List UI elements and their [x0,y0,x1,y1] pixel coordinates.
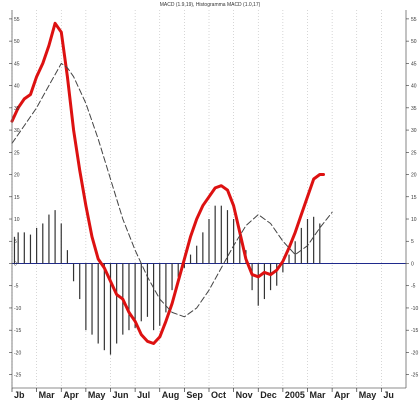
y-tick-label-right: 0 [411,261,414,267]
lines-layer [10,21,333,345]
macd-line [10,21,325,345]
y-tick-label-right: 25 [411,150,417,156]
y-tick-label-left: 20 [14,173,20,179]
y-tick-label-right: -25 [411,373,418,379]
x-tick-label: Jul [137,390,150,400]
x-tick-label: Aug [162,390,180,400]
y-tick-label-left: 50 [14,39,20,45]
y-tick-label-left: -25 [14,373,21,379]
axis-layer: Jb Mar Apr May Jun Jul Aug Sep Oct Nov Dec 2005 Mar A… [9,10,418,400]
x-tick-label: Mar [39,390,56,400]
y-tick-label-right: 55 [411,17,417,23]
signal-line [11,62,333,318]
y-tick-label-right: 10 [411,217,417,223]
x-tick-label: Sep [186,390,203,400]
y-tick-label-left: 30 [14,128,20,134]
y-tick-label-left: -10 [14,306,21,312]
y-tick-label-left: 55 [14,17,20,23]
y-tick-label-right: -15 [411,328,418,334]
y-tick-label-right: 35 [411,106,417,112]
y-tick-label-left: -20 [14,350,21,356]
y-tick-label-left: -5 [14,284,19,290]
y-tick-label-left: -15 [14,328,21,334]
y-tick-label-left: 10 [14,217,20,223]
y-tick-label-right: 5 [411,239,414,245]
y-tick-label-right: 45 [411,61,417,67]
x-tick-label: Dec [260,390,277,400]
y-tick-label-right: -10 [411,306,418,312]
y-tick-label-right: 50 [411,39,417,45]
y-tick-label-left: 25 [14,150,20,156]
x-tick-label: Oct [211,390,226,400]
x-tick-label: Nov [236,390,253,400]
y-tick-label-right: -20 [411,350,418,356]
x-tick-label: May [359,390,377,400]
y-tick-label-left: 35 [14,106,20,112]
x-tick-label: May [88,390,106,400]
y-tick-label-right: 40 [411,84,417,90]
x-tick-label: 2005 [285,390,305,400]
y-tick-label-right: 20 [411,173,417,179]
x-tick-label: Apr [63,390,79,400]
chart-title: MACD (1.9,19), Histogramma MACD (1.0,17) [160,2,261,8]
y-tick-label-right: 30 [411,128,417,134]
y-tick-label-left: 0 [14,261,17,267]
y-tick-label-left: 5 [14,239,17,245]
x-tick-label: Apr [334,390,350,400]
x-tick-label: Jun [113,390,129,400]
x-tick-label: Mar [310,390,327,400]
y-tick-label-left: 45 [14,61,20,67]
y-tick-label-right: -5 [411,284,416,290]
x-tick-label: Ju [383,390,394,400]
y-tick-label-left: 15 [14,195,20,201]
y-tick-label-left: 40 [14,84,20,90]
histogram-layer [13,205,321,355]
y-tick-label-right: 15 [411,195,417,201]
x-tick-label: Jb [14,390,25,400]
